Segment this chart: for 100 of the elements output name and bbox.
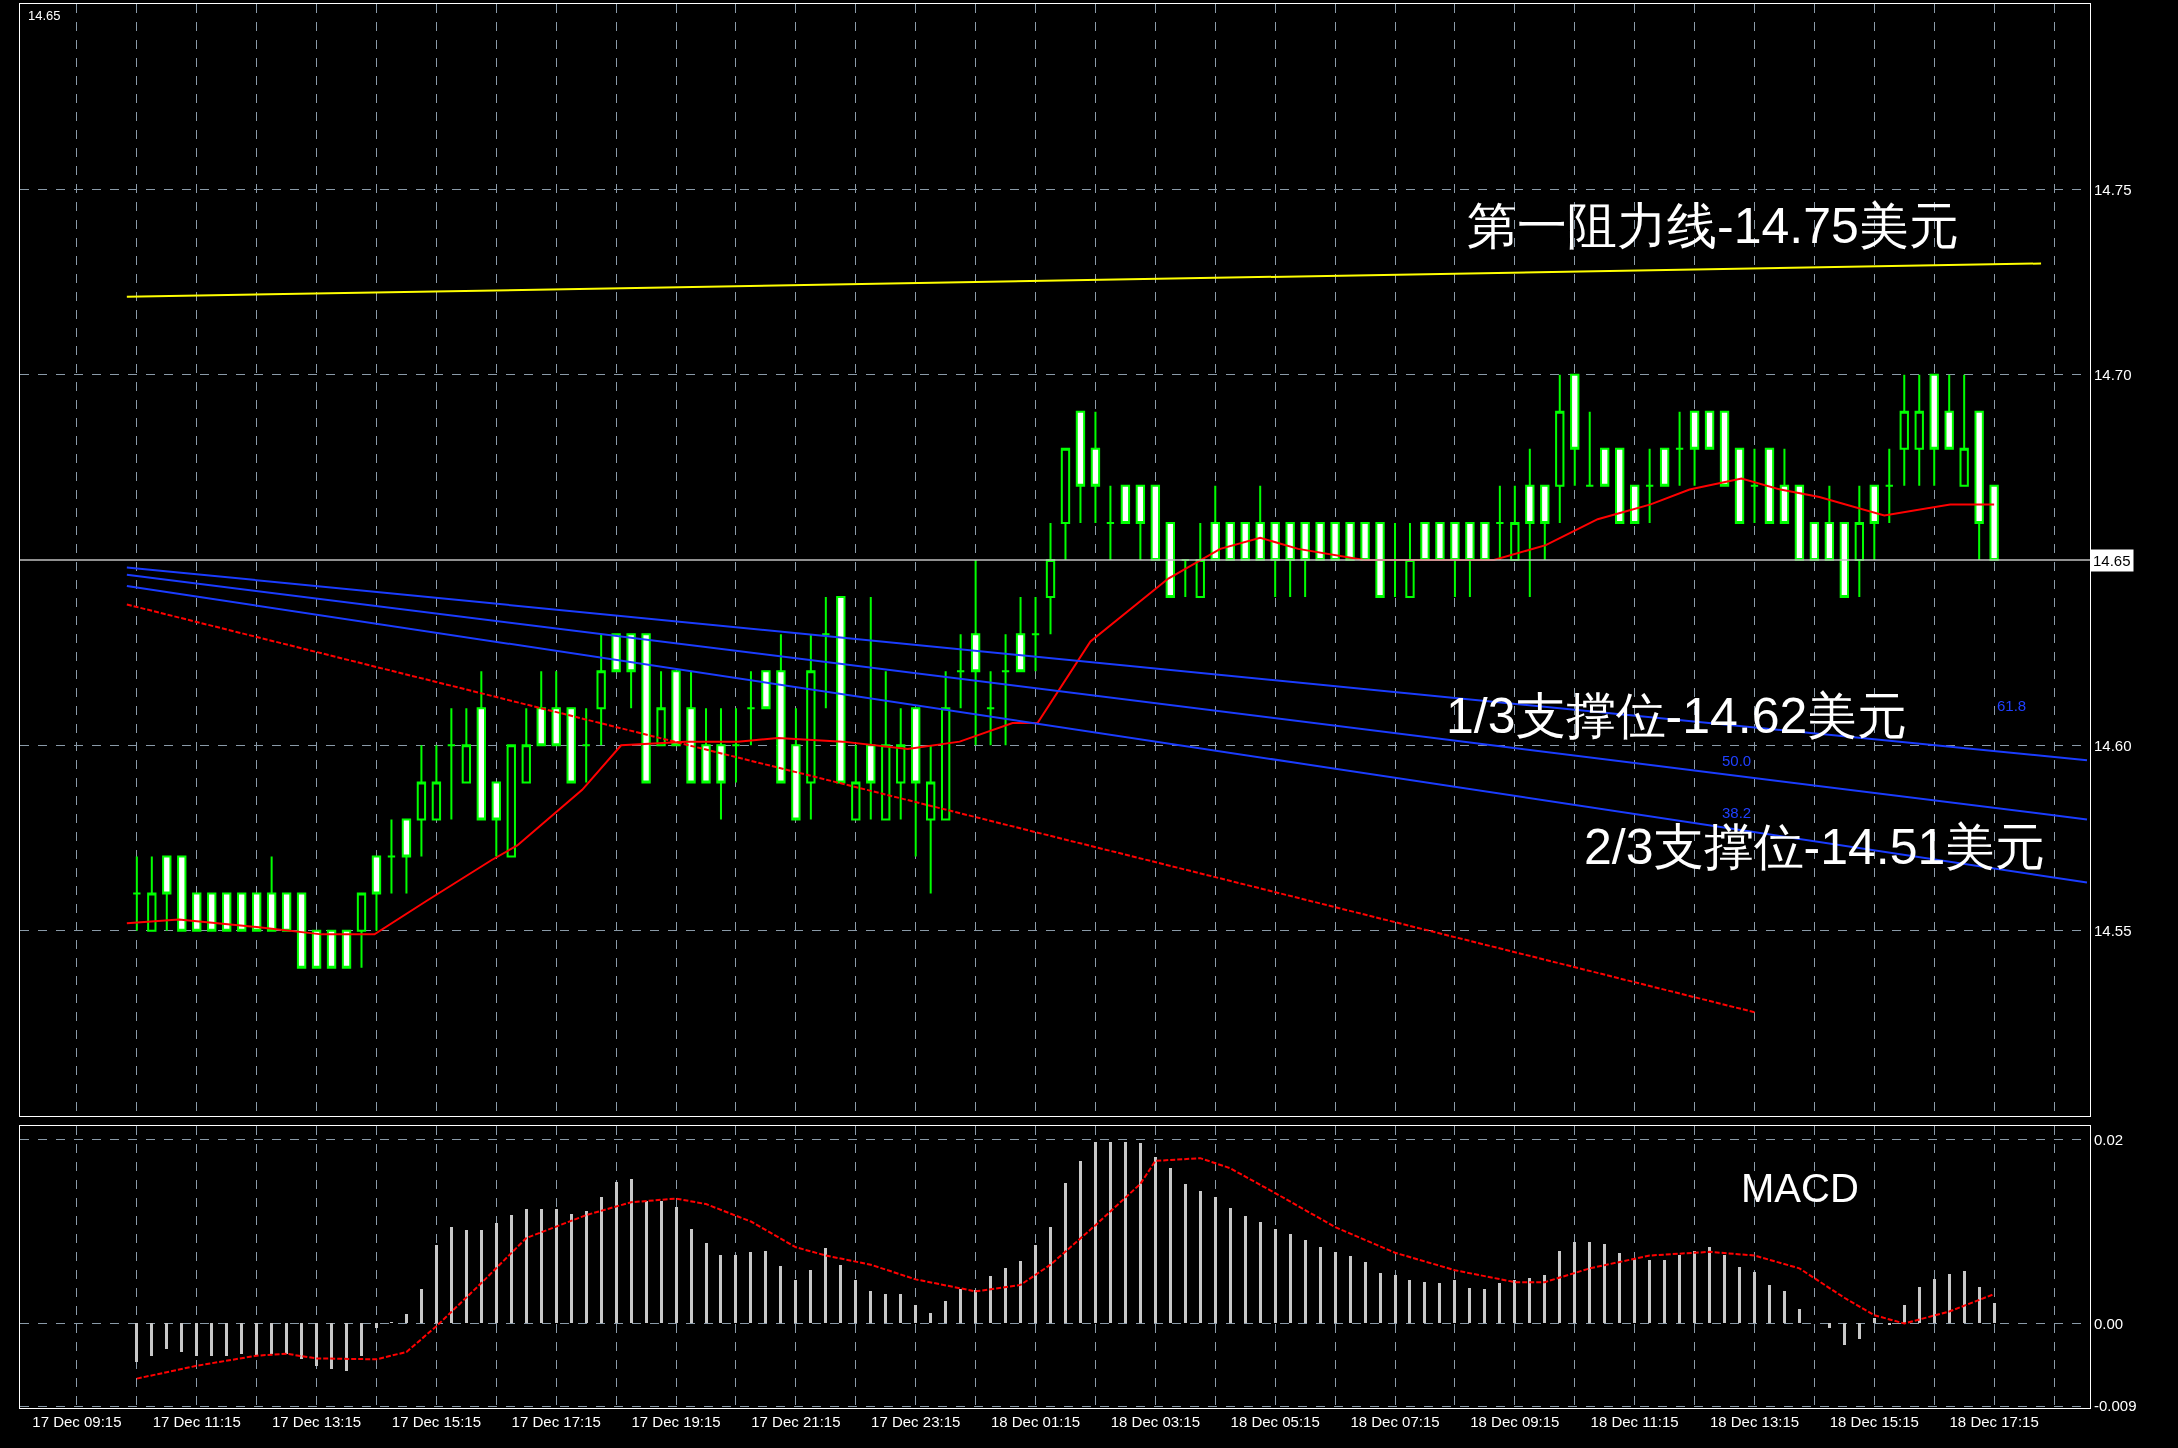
bar xyxy=(1363,1261,1367,1324)
y-tick-label: 14.75 xyxy=(2094,180,2132,198)
annotation: 14.65 xyxy=(28,8,61,23)
candlestick xyxy=(716,707,726,821)
candlestick xyxy=(1899,373,1909,487)
candlestick xyxy=(162,855,172,932)
bar xyxy=(704,1242,708,1324)
candlestick xyxy=(581,707,591,784)
y-tick-label: 14.60 xyxy=(2094,736,2132,754)
candlestick xyxy=(1135,484,1146,561)
x-tick-label: 18 Dec 13:15 xyxy=(1709,1413,1800,1430)
bar xyxy=(1752,1272,1756,1324)
candlestick xyxy=(1929,373,1939,487)
candlestick xyxy=(192,892,202,932)
bar xyxy=(1004,1268,1008,1324)
candlestick xyxy=(1405,521,1415,599)
candlestick xyxy=(326,929,337,969)
bar xyxy=(584,1211,588,1324)
candlestick xyxy=(1090,410,1101,524)
candlestick xyxy=(1150,484,1161,561)
bar xyxy=(524,1208,528,1324)
bar xyxy=(300,1323,304,1360)
bar xyxy=(1453,1280,1457,1324)
bar xyxy=(464,1229,468,1324)
bar xyxy=(1513,1280,1517,1324)
candlestick xyxy=(1060,447,1071,561)
bar xyxy=(1498,1283,1502,1324)
candlestick xyxy=(491,781,501,858)
candlestick xyxy=(1629,484,1640,524)
bar xyxy=(449,1227,453,1324)
bar xyxy=(1842,1323,1846,1345)
bar xyxy=(1108,1141,1112,1324)
candlestick xyxy=(1809,521,1820,561)
candlestick xyxy=(1120,484,1131,524)
candlestick xyxy=(641,633,651,784)
candlestick xyxy=(476,670,486,821)
candlestick xyxy=(147,855,157,932)
candlestick xyxy=(1764,447,1775,524)
bar xyxy=(599,1196,603,1324)
bar xyxy=(914,1305,918,1324)
candlestick xyxy=(416,744,427,858)
bar xyxy=(135,1323,139,1363)
bar xyxy=(1543,1274,1547,1324)
bar xyxy=(1258,1221,1262,1324)
x-tick-label: 17 Dec 17:15 xyxy=(511,1413,601,1430)
x-tick-label: 17 Dec 23:15 xyxy=(871,1413,961,1430)
bar xyxy=(1633,1258,1637,1324)
x-tick-label: 17 Dec 13:15 xyxy=(271,1413,362,1430)
x-tick-label: 17 Dec 15:15 xyxy=(391,1413,482,1430)
bar xyxy=(659,1201,663,1324)
candlestick xyxy=(1704,410,1715,450)
candlestick xyxy=(686,670,696,784)
bar xyxy=(1648,1260,1652,1324)
candlestick xyxy=(1600,447,1610,487)
candlestick xyxy=(1315,521,1325,561)
bar xyxy=(1303,1239,1307,1324)
candlestick xyxy=(386,818,397,895)
bar xyxy=(1348,1256,1352,1324)
bar xyxy=(629,1179,633,1324)
bar xyxy=(1678,1254,1682,1324)
x-tick-label: 17 Dec 21:15 xyxy=(751,1413,841,1430)
bar xyxy=(1947,1273,1951,1324)
bar xyxy=(1663,1260,1667,1324)
bar xyxy=(749,1251,753,1324)
bar xyxy=(554,1208,558,1324)
bar xyxy=(929,1313,933,1324)
bar xyxy=(494,1223,498,1324)
candlestick xyxy=(1345,521,1355,561)
bar xyxy=(1468,1287,1472,1324)
candlestick xyxy=(821,596,831,710)
candlestick xyxy=(1854,484,1864,599)
bar xyxy=(1693,1250,1697,1324)
bar xyxy=(809,1270,813,1324)
bar xyxy=(944,1301,948,1324)
bar xyxy=(1977,1286,1981,1324)
candlestick xyxy=(1525,447,1535,599)
bar xyxy=(360,1323,363,1356)
candlestick xyxy=(1375,521,1385,599)
candlestick xyxy=(1165,521,1175,599)
candlestick xyxy=(1285,521,1295,599)
bar xyxy=(270,1323,274,1354)
candlestick xyxy=(566,707,576,784)
y-tick-label: 0.02 xyxy=(2094,1131,2124,1149)
bar xyxy=(195,1323,199,1356)
x-tick-label: 18 Dec 05:15 xyxy=(1230,1413,1320,1430)
candlestick xyxy=(1045,521,1056,636)
candlestick xyxy=(401,818,412,895)
x-tick-label: 17 Dec 11:15 xyxy=(152,1413,241,1430)
bar xyxy=(779,1265,783,1324)
bar xyxy=(240,1323,244,1354)
bar xyxy=(1198,1191,1202,1324)
candlestick xyxy=(1330,521,1340,561)
candlestick xyxy=(731,707,741,784)
bar xyxy=(1932,1279,1936,1324)
x-tick-label: 18 Dec 07:15 xyxy=(1350,1413,1440,1430)
candlestick xyxy=(1300,521,1310,599)
bar xyxy=(1093,1141,1097,1324)
candlestick xyxy=(1989,484,1999,561)
candlestick xyxy=(806,633,816,821)
annotation: 第一阻力线-14.75美元 xyxy=(1467,198,1959,254)
